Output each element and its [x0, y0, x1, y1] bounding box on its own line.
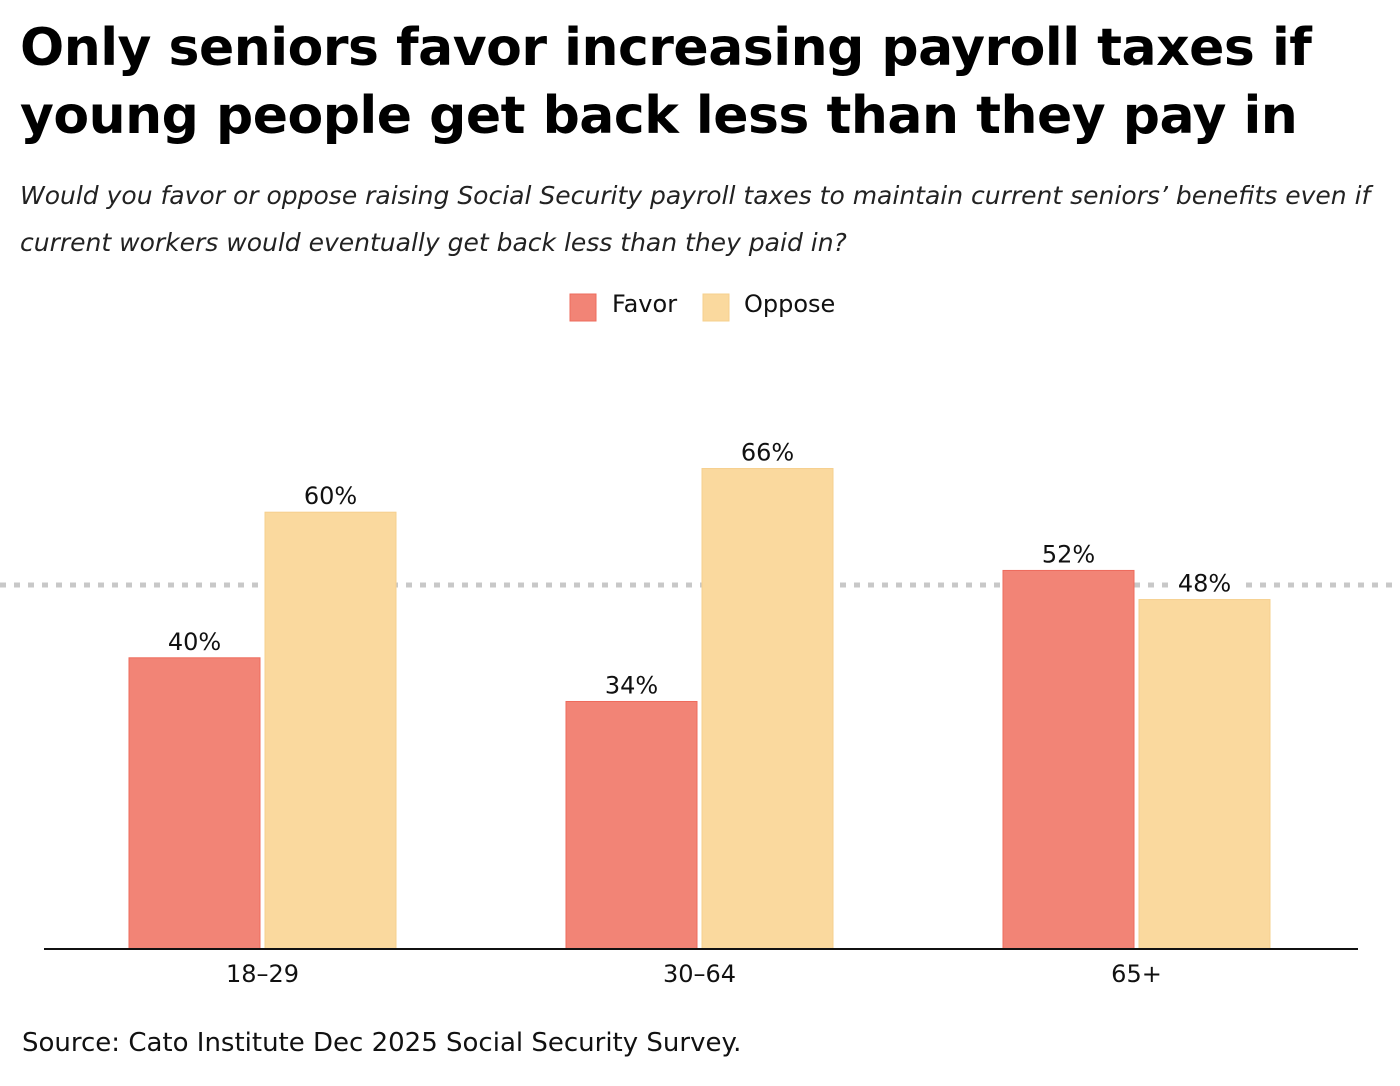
data-label-bg — [160, 625, 229, 654]
legend-swatch-favor — [569, 293, 597, 322]
data-label-oppose-2: 48% — [1178, 570, 1231, 598]
bar-favor-2 — [1002, 569, 1135, 950]
data-label-oppose-0: 60% — [304, 482, 357, 510]
legend-label-favor: Favor — [612, 290, 677, 318]
data-label-oppose-1: 66% — [741, 439, 794, 467]
data-label-bg — [733, 436, 802, 465]
bar-oppose-0 — [264, 511, 397, 950]
data-label-bg — [597, 669, 666, 698]
legend-swatch-oppose — [702, 293, 730, 322]
data-label-bg — [1034, 538, 1103, 567]
bar-oppose-2 — [1138, 599, 1271, 950]
data-label-favor-2: 52% — [1042, 540, 1095, 568]
x-tick-label: 65+ — [1111, 960, 1162, 988]
data-label-favor-0: 40% — [168, 628, 221, 656]
data-label-favor-1: 34% — [605, 671, 658, 699]
data-label-bg — [1170, 567, 1239, 596]
bar-oppose-1 — [701, 468, 834, 950]
x-tick-label: 18–29 — [226, 960, 299, 988]
chart-title: Only seniors favor increasing payroll ta… — [20, 18, 1312, 146]
legend-label-oppose: Oppose — [744, 290, 835, 318]
source-note: Source: Cato Institute Dec 2025 Social S… — [22, 1028, 742, 1058]
x-tick-label: 30–64 — [663, 960, 736, 988]
data-label-bg — [296, 480, 365, 509]
bar-favor-1 — [565, 700, 698, 950]
bar-favor-0 — [128, 657, 261, 950]
chart-subtitle: Would you favor or oppose raising Social… — [20, 181, 1371, 257]
